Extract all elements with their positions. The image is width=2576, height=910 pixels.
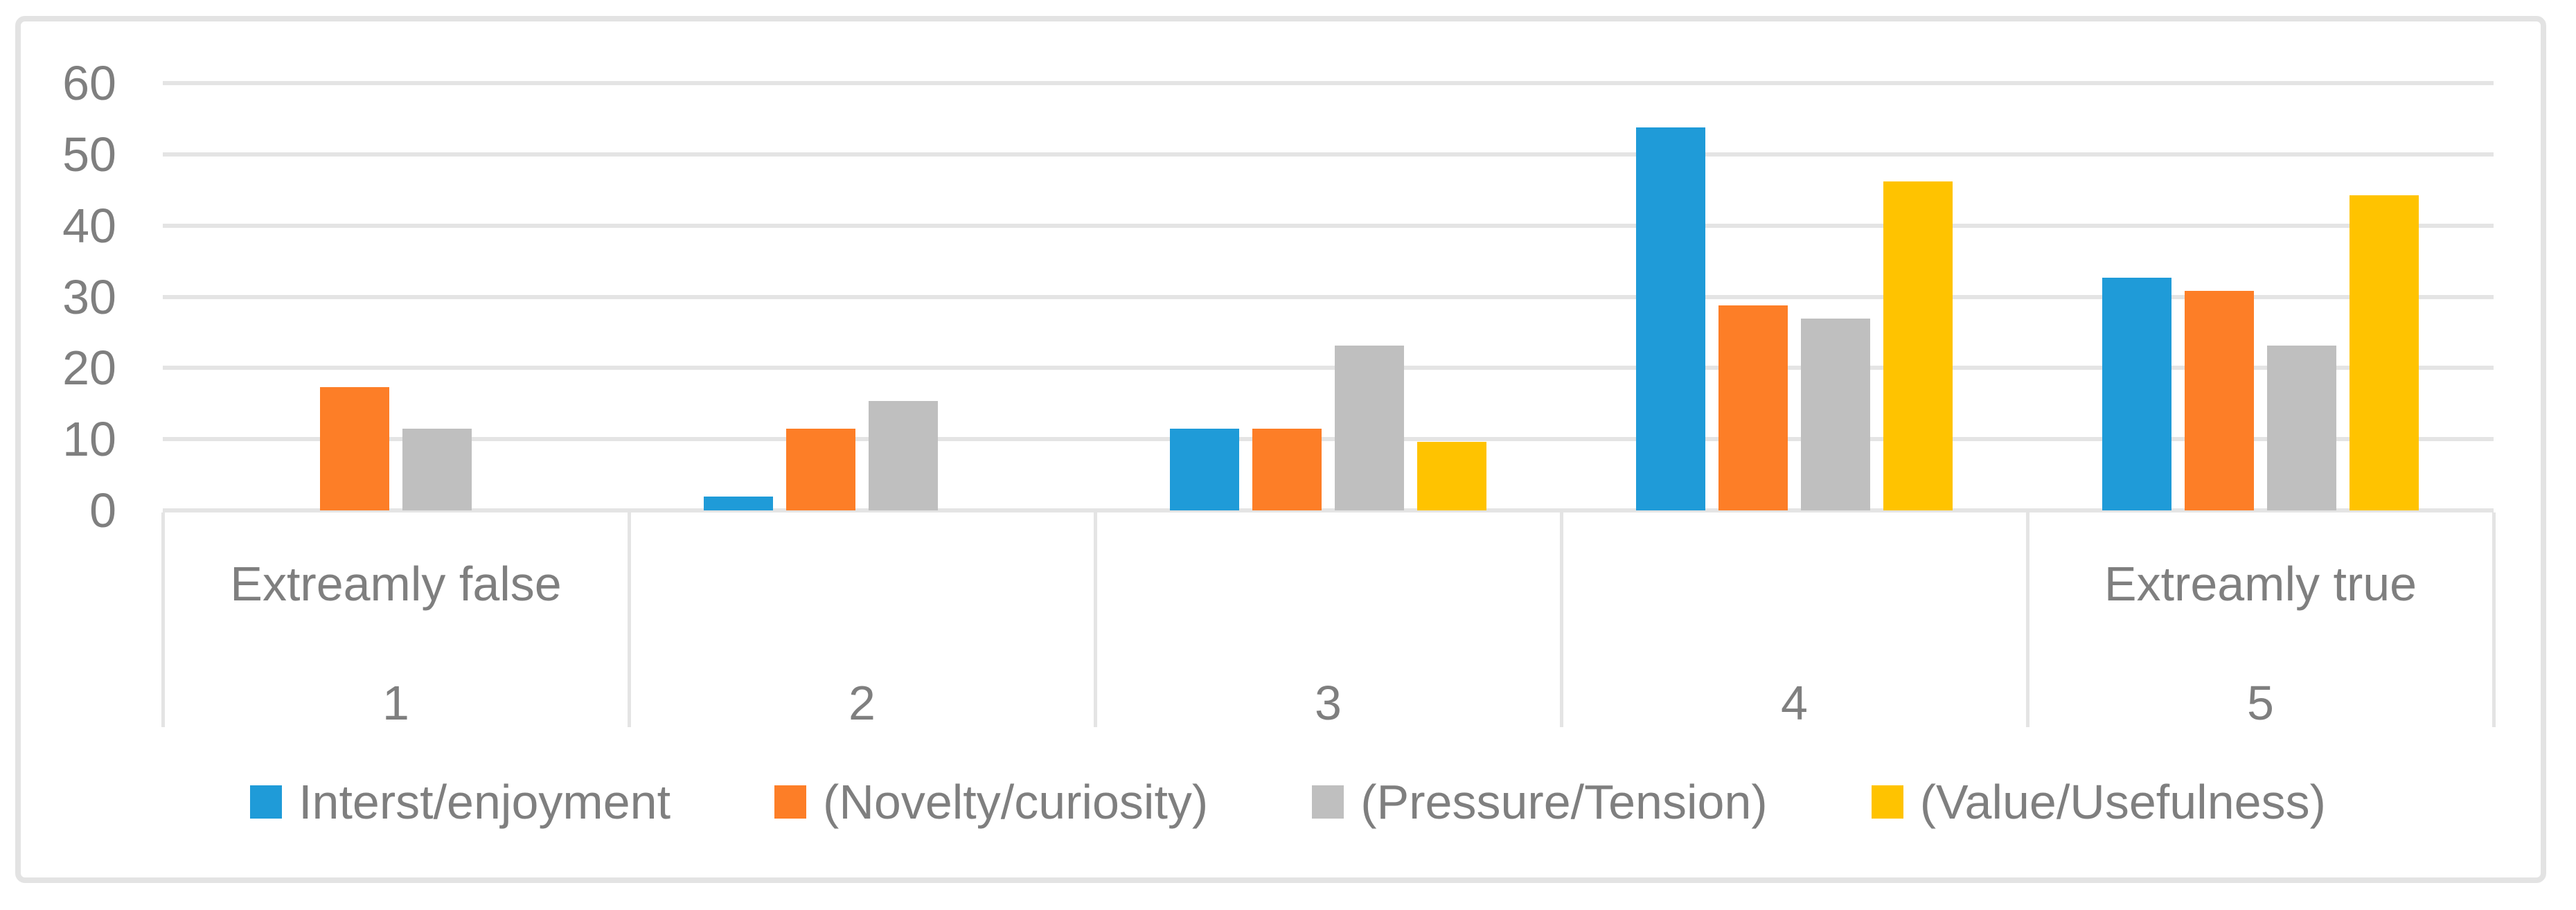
category-edge-label: Extreamly true: [2104, 557, 2417, 611]
bar: [2267, 346, 2336, 510]
bar: [402, 428, 472, 510]
bar: [1335, 346, 1404, 510]
category-tick-label: 3: [1315, 676, 1342, 730]
gridline: [163, 294, 2494, 299]
y-tick-label: 30: [62, 269, 116, 324]
legend-item: Interst/enjoyment: [250, 774, 670, 830]
category-separator: [628, 512, 631, 727]
legend-label: Interst/enjoyment: [299, 775, 671, 829]
legend-swatch: [774, 785, 807, 819]
bar: [2185, 291, 2254, 510]
bar: [1170, 428, 1239, 510]
bar: [869, 400, 938, 510]
legend-item: (Pressure/Tension): [1312, 774, 1768, 830]
category-tick-label: 4: [1781, 676, 1808, 730]
category-tick-label: 1: [382, 676, 409, 730]
gridline: [163, 437, 2494, 442]
legend-swatch: [250, 785, 283, 819]
legend: Interst/enjoyment (Novelty/curiosity) (Pre…: [0, 774, 2576, 830]
bar: [1883, 181, 1953, 510]
bar: [1801, 319, 1870, 510]
category-tick-label: 5: [2247, 676, 2274, 730]
bar: [1636, 127, 1705, 510]
legend-label: (Novelty/curiosity): [823, 775, 1209, 829]
y-tick-label: 50: [62, 127, 116, 181]
gridline: [163, 81, 2494, 85]
gridline: [163, 366, 2494, 371]
y-tick-label: 0: [89, 483, 116, 537]
bar: [320, 387, 389, 510]
legend-swatch: [1871, 785, 1903, 819]
y-tick-label: 10: [62, 412, 116, 467]
category-separator: [1560, 512, 1563, 727]
legend-item: (Novelty/curiosity): [774, 774, 1208, 830]
legend-label: (Value/Usefulness): [1919, 775, 2326, 829]
bar: [1252, 428, 1322, 510]
bar: [2350, 195, 2419, 510]
category-edge-label: Extreamly false: [230, 557, 562, 611]
bar: [704, 497, 773, 510]
bar: [1718, 305, 1788, 510]
bar: [786, 428, 855, 510]
category-separator: [2492, 512, 2496, 727]
category-tick-label: 2: [849, 676, 876, 730]
category-separator: [161, 512, 165, 727]
bar: [2102, 277, 2171, 510]
gridline: [163, 152, 2494, 157]
legend-swatch: [1312, 785, 1344, 819]
y-tick-label: 40: [62, 198, 116, 253]
legend-item: (Value/Usefulness): [1871, 774, 2326, 830]
y-tick-label: 60: [62, 56, 116, 110]
bar: [1417, 442, 1486, 510]
x-axis-line: [163, 508, 2494, 512]
category-separator: [1094, 512, 1097, 727]
gridline: [163, 223, 2494, 228]
y-tick-label: 20: [62, 341, 116, 395]
category-separator: [2026, 512, 2029, 727]
legend-label: (Pressure/Tension): [1360, 775, 1768, 829]
